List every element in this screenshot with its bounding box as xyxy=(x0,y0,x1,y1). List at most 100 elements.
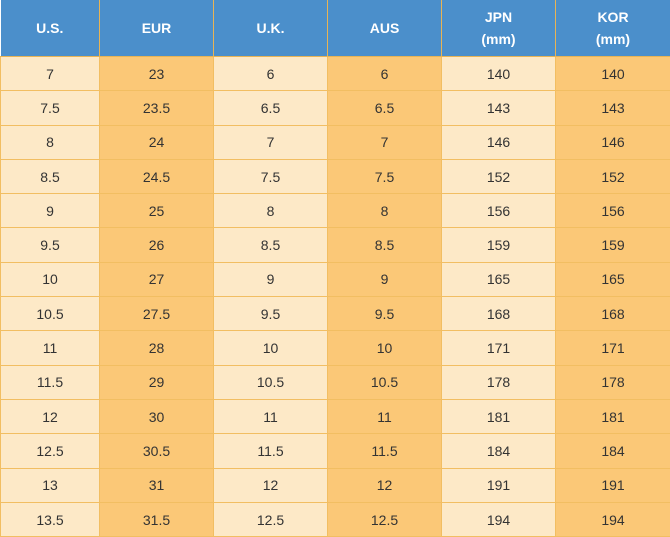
table-cell: 24.5 xyxy=(100,159,214,193)
table-cell: 194 xyxy=(442,502,556,536)
table-cell: 184 xyxy=(442,434,556,468)
table-cell: 9 xyxy=(1,194,100,228)
table-cell: 25 xyxy=(100,194,214,228)
table-cell: 12.5 xyxy=(1,434,100,468)
table-cell: 8.5 xyxy=(1,159,100,193)
table-cell: 29 xyxy=(100,365,214,399)
table-cell: 159 xyxy=(442,228,556,262)
table-cell: 168 xyxy=(442,297,556,331)
table-cell: 6.5 xyxy=(214,91,328,125)
header-cell: EUR xyxy=(100,0,214,57)
table-cell: 30 xyxy=(100,399,214,433)
table-cell: 11 xyxy=(1,331,100,365)
table-cell: 12.5 xyxy=(328,502,442,536)
table-cell: 12 xyxy=(1,399,100,433)
table-cell: 31.5 xyxy=(100,502,214,536)
table-cell: 178 xyxy=(556,365,670,399)
header-cell: U.S. xyxy=(1,0,100,57)
table-cell: 10.5 xyxy=(328,365,442,399)
table-cell: 7 xyxy=(328,125,442,159)
table-cell: 9.5 xyxy=(328,297,442,331)
table-cell: 194 xyxy=(556,502,670,536)
table-cell: 9.5 xyxy=(214,297,328,331)
table-cell: 11.5 xyxy=(214,434,328,468)
table-cell: 12.5 xyxy=(214,502,328,536)
table-cell: 8 xyxy=(214,194,328,228)
table-cell: 165 xyxy=(442,262,556,296)
table-cell: 8 xyxy=(1,125,100,159)
table-cell: 10.5 xyxy=(214,365,328,399)
table-cell: 184 xyxy=(556,434,670,468)
table-cell: 11.5 xyxy=(1,365,100,399)
table-cell: 191 xyxy=(442,468,556,502)
table-cell: 12 xyxy=(328,468,442,502)
table-cell: 181 xyxy=(442,399,556,433)
table-cell: 10 xyxy=(1,262,100,296)
table-cell: 146 xyxy=(442,125,556,159)
table-cell: 143 xyxy=(556,91,670,125)
table-cell: 191 xyxy=(556,468,670,502)
table-cell: 152 xyxy=(556,159,670,193)
table-cell: 181 xyxy=(556,399,670,433)
header-cell: AUS xyxy=(328,0,442,57)
table-cell: 8 xyxy=(328,194,442,228)
table-cell: 140 xyxy=(556,57,670,91)
table-cell: 6 xyxy=(214,57,328,91)
table-cell: 10 xyxy=(328,331,442,365)
table-cell: 156 xyxy=(556,194,670,228)
table-cell: 23 xyxy=(100,57,214,91)
table-cell: 7 xyxy=(1,57,100,91)
table-cell: 27 xyxy=(100,262,214,296)
table-cell: 11 xyxy=(328,399,442,433)
table-cell: 10.5 xyxy=(1,297,100,331)
table-cell: 27.5 xyxy=(100,297,214,331)
table-cell: 178 xyxy=(442,365,556,399)
table-cell: 13.5 xyxy=(1,502,100,536)
table-cell: 6 xyxy=(328,57,442,91)
table-cell: 7 xyxy=(214,125,328,159)
table-cell: 12 xyxy=(214,468,328,502)
table-cell: 156 xyxy=(442,194,556,228)
table-cell: 9 xyxy=(328,262,442,296)
table-cell: 7.5 xyxy=(1,91,100,125)
header-cell: KOR (mm) xyxy=(556,0,670,57)
table-cell: 159 xyxy=(556,228,670,262)
table-cell: 7.5 xyxy=(328,159,442,193)
header-cell: U.K. xyxy=(214,0,328,57)
table-cell: 23.5 xyxy=(100,91,214,125)
table-cell: 165 xyxy=(556,262,670,296)
table-cell: 26 xyxy=(100,228,214,262)
table-cell: 7.5 xyxy=(214,159,328,193)
table-cell: 9 xyxy=(214,262,328,296)
table-cell: 11.5 xyxy=(328,434,442,468)
table-cell: 6.5 xyxy=(328,91,442,125)
table-cell: 168 xyxy=(556,297,670,331)
header-cell: JPN (mm) xyxy=(442,0,556,57)
table-cell: 143 xyxy=(442,91,556,125)
table-cell: 24 xyxy=(100,125,214,159)
table-cell: 171 xyxy=(442,331,556,365)
table-cell: 140 xyxy=(442,57,556,91)
table-cell: 8.5 xyxy=(214,228,328,262)
table-cell: 30.5 xyxy=(100,434,214,468)
table-cell: 171 xyxy=(556,331,670,365)
table-cell: 9.5 xyxy=(1,228,100,262)
